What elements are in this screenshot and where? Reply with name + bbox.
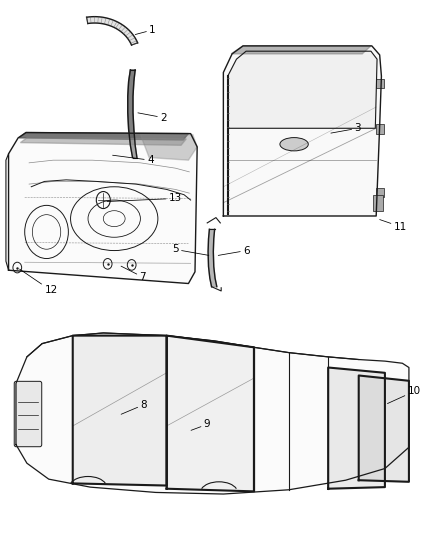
Text: 13: 13 — [107, 193, 182, 204]
Text: 2: 2 — [138, 112, 167, 123]
Bar — [376, 79, 384, 88]
Text: 4: 4 — [113, 155, 154, 165]
Polygon shape — [328, 368, 385, 489]
Text: 7: 7 — [121, 266, 146, 282]
Polygon shape — [231, 46, 371, 54]
Polygon shape — [128, 70, 137, 158]
Text: 11: 11 — [380, 220, 407, 232]
Polygon shape — [208, 229, 217, 287]
Text: 3: 3 — [331, 123, 361, 133]
Bar — [376, 188, 384, 197]
Text: 6: 6 — [218, 246, 250, 255]
Polygon shape — [73, 336, 166, 486]
Polygon shape — [19, 133, 188, 140]
Text: 12: 12 — [20, 269, 58, 295]
Polygon shape — [141, 135, 197, 160]
FancyBboxPatch shape — [14, 381, 42, 447]
Text: 5: 5 — [172, 245, 209, 255]
Polygon shape — [20, 138, 186, 146]
Text: 9: 9 — [191, 419, 210, 430]
Polygon shape — [16, 333, 409, 494]
Polygon shape — [166, 336, 254, 491]
Polygon shape — [228, 51, 377, 128]
Polygon shape — [359, 375, 409, 482]
Bar — [373, 195, 383, 211]
Ellipse shape — [280, 138, 308, 151]
Text: 10: 10 — [388, 386, 421, 403]
Polygon shape — [87, 17, 138, 45]
Polygon shape — [9, 133, 197, 284]
Polygon shape — [223, 46, 381, 216]
Text: 8: 8 — [121, 400, 147, 414]
Bar — [376, 124, 384, 134]
Text: 1: 1 — [135, 25, 156, 35]
